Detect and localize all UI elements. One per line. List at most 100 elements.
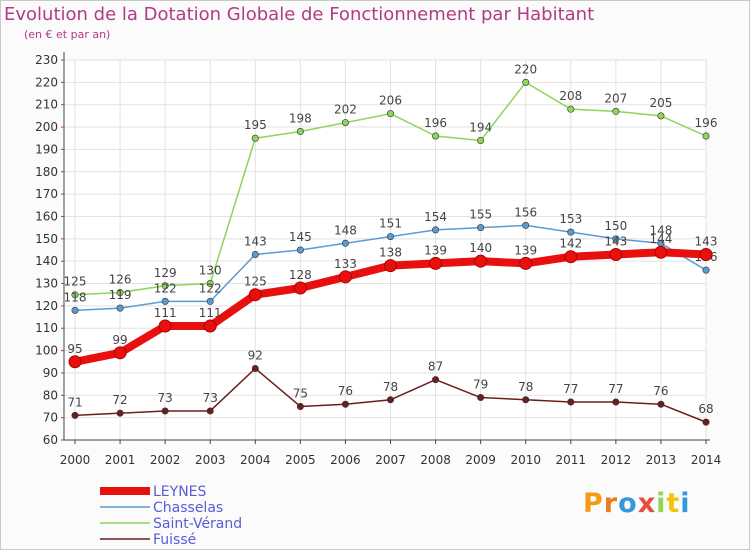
y-tick-label: 60 <box>43 433 58 447</box>
data-point <box>203 319 217 333</box>
x-tick-label: 2002 <box>150 453 181 467</box>
data-point <box>702 418 710 426</box>
y-tick-label: 140 <box>35 254 58 268</box>
data-label: 138 <box>379 246 402 260</box>
data-label: 130 <box>199 264 222 278</box>
data-label: 122 <box>199 281 222 295</box>
data-label: 206 <box>379 94 402 108</box>
data-point <box>657 112 665 120</box>
data-point <box>567 105 575 113</box>
data-point <box>386 396 394 404</box>
data-point <box>158 319 172 333</box>
data-label: 71 <box>67 395 82 409</box>
data-point <box>296 246 304 254</box>
data-label: 208 <box>559 89 582 103</box>
data-label: 145 <box>289 230 312 244</box>
data-point <box>341 239 349 247</box>
data-label: 196 <box>424 116 447 130</box>
x-tick-label: 2011 <box>556 453 587 467</box>
y-tick-label: 70 <box>43 411 58 425</box>
data-label: 87 <box>428 360 443 374</box>
logo-letter: i <box>656 488 667 519</box>
data-point <box>432 132 440 140</box>
data-point <box>386 233 394 241</box>
data-label: 154 <box>424 210 447 224</box>
data-label: 125 <box>244 275 267 289</box>
data-label: 139 <box>514 243 537 257</box>
data-label: 77 <box>563 382 578 396</box>
x-tick-label: 2007 <box>375 453 406 467</box>
y-tick-label: 170 <box>35 187 58 201</box>
y-tick-label: 180 <box>35 165 58 179</box>
data-point <box>522 221 530 229</box>
data-point <box>612 235 620 243</box>
data-label: 78 <box>518 380 533 394</box>
data-point <box>341 400 349 408</box>
data-point <box>341 119 349 127</box>
data-point <box>161 407 169 415</box>
data-point <box>432 226 440 234</box>
data-point <box>386 110 394 118</box>
chart-subtitle: (en € et par an) <box>24 28 111 41</box>
data-point <box>612 107 620 115</box>
data-label: 95 <box>67 342 82 356</box>
logo-letter: P <box>583 488 604 519</box>
data-label: 194 <box>469 120 492 134</box>
data-point <box>71 291 79 299</box>
data-point <box>702 266 710 274</box>
series-fuiss-: 71 72 73 73 92 75 76 78 87 79 78 77 77 76 68 <box>67 348 714 426</box>
data-point <box>251 250 259 258</box>
data-point <box>338 270 352 284</box>
data-label: 140 <box>469 241 492 255</box>
x-tick-label: 2014 <box>691 453 722 467</box>
data-point <box>567 228 575 236</box>
legend-label-leynes: LEYNES <box>153 484 207 500</box>
data-label: 156 <box>514 205 537 219</box>
x-tick-label: 2008 <box>420 453 451 467</box>
data-point <box>113 346 127 360</box>
data-label: 78 <box>383 380 398 394</box>
data-label: 68 <box>698 402 713 416</box>
data-label: 139 <box>424 243 447 257</box>
y-tick-label: 220 <box>35 75 58 89</box>
x-tick-label: 2004 <box>240 453 271 467</box>
data-point <box>161 297 169 305</box>
data-label: 72 <box>112 393 127 407</box>
x-tick-label: 2001 <box>105 453 136 467</box>
x-tick-label: 2012 <box>601 453 632 467</box>
data-point <box>293 281 307 295</box>
data-label: 75 <box>293 386 308 400</box>
data-point <box>116 304 124 312</box>
y-tick-label: 120 <box>35 299 58 313</box>
data-point <box>116 409 124 417</box>
chart-title: Evolution de la Dotation Globale de Fonc… <box>4 4 595 25</box>
y-tick-label: 150 <box>35 232 58 246</box>
x-tick-label: 2003 <box>195 453 226 467</box>
logo-letter: r <box>603 488 619 519</box>
data-point <box>206 297 214 305</box>
data-point <box>68 355 82 369</box>
data-label: 129 <box>154 266 177 280</box>
data-label: 144 <box>649 232 672 246</box>
data-label: 148 <box>334 223 357 237</box>
data-label: 153 <box>559 212 582 226</box>
data-label: 155 <box>469 208 492 222</box>
data-label: 196 <box>695 116 718 130</box>
data-point <box>251 134 259 142</box>
data-label: 142 <box>559 237 582 251</box>
data-label: 111 <box>199 306 222 320</box>
data-label: 220 <box>514 62 537 76</box>
y-tick-label: 210 <box>35 98 58 112</box>
data-point <box>477 394 485 402</box>
x-tick-label: 2006 <box>330 453 361 467</box>
data-point <box>567 398 575 406</box>
data-point <box>161 282 169 290</box>
series-leynes: 95 99 111 111 125 128 133 138 139 140 139 142 143 144… <box>67 232 717 369</box>
data-point <box>522 78 530 86</box>
x-tick-label: 2005 <box>285 453 316 467</box>
y-tick-label: 160 <box>35 209 58 223</box>
data-point <box>522 396 530 404</box>
data-point <box>609 247 623 261</box>
